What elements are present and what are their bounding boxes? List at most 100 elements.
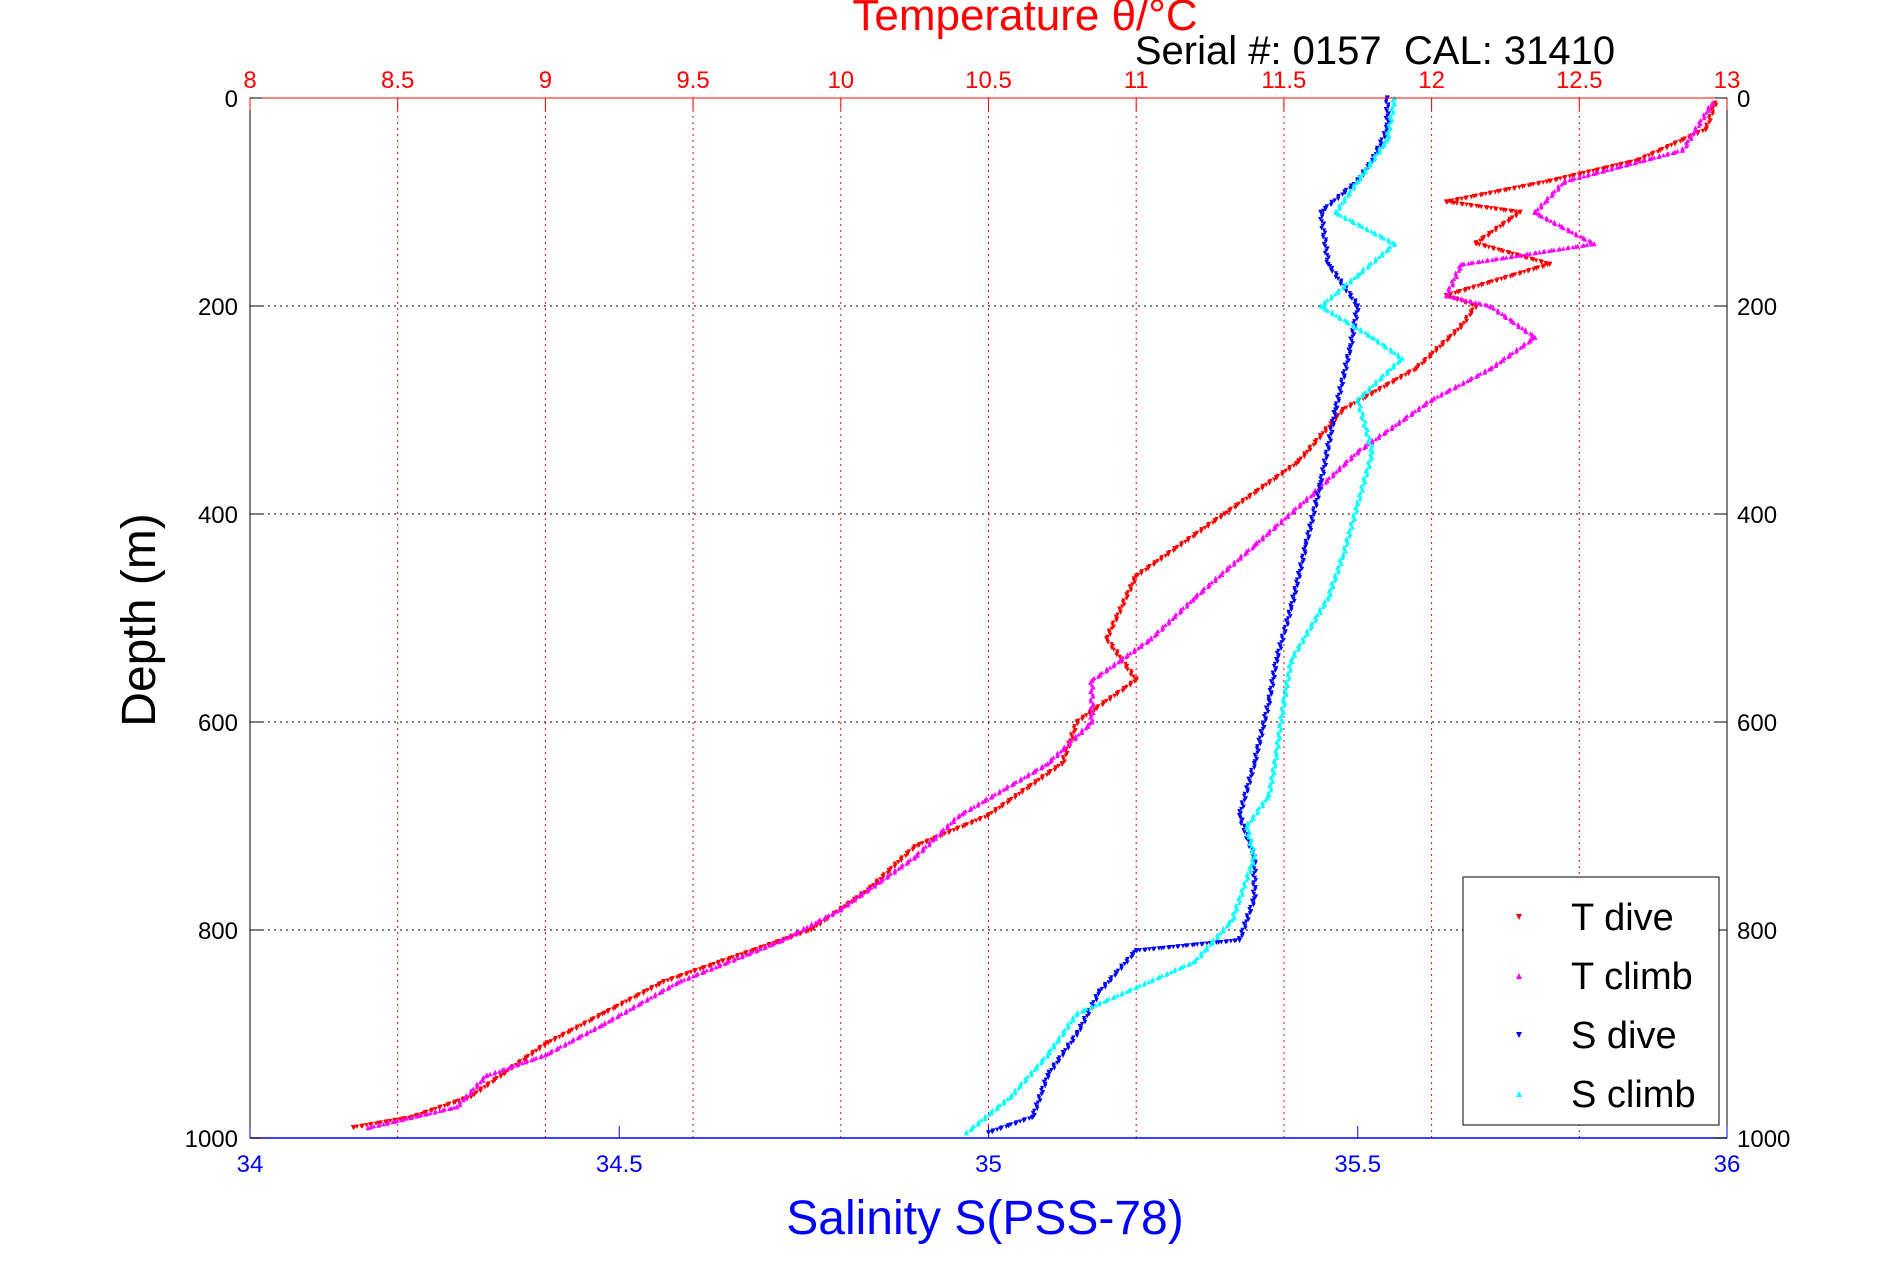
profile-marker [1114, 618, 1119, 623]
profile-marker [988, 795, 994, 800]
profile-marker [1328, 427, 1333, 433]
profile-marker [1386, 111, 1392, 116]
profile-marker [1409, 412, 1414, 418]
profile-marker [1678, 139, 1683, 144]
profile-marker [678, 978, 684, 984]
profile-marker [1331, 416, 1336, 422]
profile-marker [1243, 884, 1248, 889]
profile-marker [1463, 298, 1469, 303]
profile-marker [1350, 334, 1355, 339]
profile-marker [597, 1024, 602, 1029]
profile-marker [924, 840, 929, 845]
profile-marker [1313, 618, 1318, 623]
profile-marker [704, 968, 709, 973]
profile-marker [1468, 260, 1474, 266]
profile-marker [1048, 759, 1053, 765]
profile-marker [1131, 674, 1136, 679]
profile-marker [915, 853, 920, 858]
profile-marker [1340, 192, 1345, 197]
profile-marker [592, 1027, 597, 1033]
profile-marker [1052, 1066, 1057, 1071]
profile-marker [1514, 214, 1519, 219]
series-t-dive [350, 100, 1719, 1131]
profile-marker [1195, 942, 1200, 947]
profile-marker [1500, 249, 1506, 254]
profile-marker [1112, 693, 1117, 699]
profile-marker [797, 932, 803, 937]
salinity-tick-label: 35 [975, 1151, 1002, 1178]
profile-marker [1347, 531, 1353, 537]
profile-marker [1344, 366, 1350, 372]
profile-marker [1293, 505, 1298, 511]
profile-marker [1008, 1095, 1013, 1100]
profile-marker [1342, 375, 1347, 380]
profile-marker [529, 1057, 534, 1063]
profile-marker [570, 1039, 575, 1044]
profile-marker [1089, 708, 1094, 713]
profile-marker [1247, 911, 1253, 916]
profile-marker [1236, 900, 1242, 906]
profile-marker [1487, 191, 1492, 196]
profile-marker [845, 903, 850, 908]
profile-marker [1136, 645, 1141, 651]
profile-marker [1320, 212, 1325, 217]
profile-marker [1326, 434, 1331, 439]
profile-marker [619, 1002, 624, 1008]
profile-marker [1246, 547, 1251, 552]
profile-marker [1260, 537, 1265, 542]
profile-marker [1317, 489, 1322, 494]
profile-marker [1388, 113, 1393, 118]
profile-marker [1344, 360, 1350, 365]
profile-marker [1363, 429, 1369, 435]
profile-marker [1297, 575, 1303, 580]
data-point [1517, 209, 1523, 215]
data-point [808, 927, 814, 933]
profile-marker [862, 890, 868, 895]
profile-marker [1403, 372, 1408, 378]
profile-marker [1393, 422, 1398, 428]
profile-marker [447, 1106, 452, 1112]
profile-marker [1355, 450, 1360, 456]
profile-marker [1180, 943, 1186, 949]
profile-marker [1502, 188, 1507, 193]
profile-marker [1342, 199, 1348, 204]
profile-marker [1038, 1098, 1043, 1103]
profile-marker [1330, 474, 1336, 479]
profile-marker [428, 1110, 433, 1116]
profile-marker [619, 1011, 624, 1016]
profile-marker [490, 1079, 496, 1085]
profile-marker [1270, 768, 1276, 773]
profile-marker [1381, 236, 1387, 241]
profile-marker [1073, 736, 1078, 742]
profile-marker [960, 824, 966, 830]
profile-marker [852, 898, 858, 903]
profile-marker [1305, 632, 1311, 637]
profile-marker [1063, 1048, 1068, 1053]
profile-marker [1300, 639, 1306, 645]
profile-marker [1556, 187, 1561, 192]
profile-marker [1591, 171, 1596, 177]
profile-marker [1108, 978, 1114, 983]
profile-marker [1499, 276, 1504, 282]
profile-marker [1206, 584, 1211, 589]
profile-marker [878, 876, 883, 882]
profile-marker [1363, 468, 1368, 474]
profile-marker [1456, 382, 1462, 388]
profile-marker [474, 1084, 480, 1090]
profile-marker [1345, 193, 1351, 199]
profile-marker [1004, 1124, 1009, 1130]
profile-marker [1510, 251, 1515, 257]
y-axis-label: Depth (m) [113, 513, 166, 726]
depth-tick-label-left: 600 [198, 710, 238, 737]
profile-marker [529, 1052, 535, 1057]
profile-marker [1490, 229, 1495, 235]
profile-marker [1022, 774, 1027, 780]
profile-marker [1281, 703, 1287, 708]
profile-marker [1206, 524, 1211, 529]
data-point [542, 1052, 548, 1058]
legend-marker-t-climb [1516, 973, 1522, 979]
profile-marker [1152, 633, 1158, 638]
profile-marker [371, 1123, 377, 1129]
profile-marker [1233, 902, 1239, 908]
profile-marker [1040, 776, 1045, 782]
